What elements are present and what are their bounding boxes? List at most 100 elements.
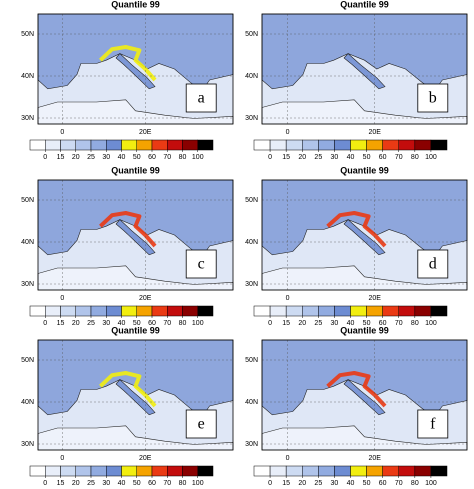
colorbar-box [253,305,271,317]
colorbar-box [253,139,271,151]
colorbar-tick-label: 60 [148,154,156,161]
colorbar-tick-label: 0 [43,480,47,487]
colorbar-box [302,139,319,151]
colorbar-tick-label: 80 [179,320,187,327]
colorbar-tick-label: 60 [379,154,387,161]
colorbar-box [398,139,416,151]
lat-label: 40N [21,399,34,406]
letter-box [417,409,449,439]
alpine-maximum [99,45,157,82]
colorbar-tick-label: 30 [102,154,110,161]
lat-label: 40N [245,239,258,246]
colorbar-box [75,465,92,477]
lat-label: 50N [245,31,258,38]
colorbar-tick-label: 70 [395,320,403,327]
lon-label: 20E [139,295,152,302]
colorbar-box [45,139,61,151]
colorbar-tick-label: 20 [72,320,80,327]
colorbar-box [90,465,107,477]
colorbar-box [167,305,183,317]
colorbar-box [398,465,416,477]
colorbar-box [60,139,76,151]
colorbar-box [60,305,76,317]
colorbar-box [151,465,168,477]
colorbar-tick-label: 100 [425,320,437,327]
letter-box [185,409,217,439]
colorbar-tick-label: 30 [331,154,339,161]
map-panel: Quantile 99 50N 40N 30N 0 20E c 0 15 20 25 30 40 50 60… [21,165,234,327]
letter-box [185,249,217,279]
colorbar-box [253,465,271,477]
alpine-maximum [99,371,157,408]
colorbar-box [430,305,448,317]
land [115,53,156,90]
colorbar-box [302,465,319,477]
colorbar-box [29,465,46,477]
colorbar-tick-label: 20 [72,154,80,161]
colorbar-box [414,139,432,151]
colorbar-box [269,139,287,151]
land [115,379,156,416]
lon-label: 0 [60,455,64,462]
map-panel: Quantile 99 50N 40N 30N 0 20E b 0 15 20 25 30 40 50 60… [245,0,468,161]
panel-letter: d [429,256,437,273]
colorbar-box [151,139,168,151]
colorbar-tick-label: 50 [363,154,371,161]
colorbar-box [136,305,153,317]
colorbar-box [167,139,183,151]
colorbar-tick-label: 70 [163,154,171,161]
colorbar-box [414,465,432,477]
lat-label: 50N [21,31,34,38]
lat-label: 50N [21,197,34,204]
letter-box [185,83,217,113]
colorbar-box [60,465,76,477]
colorbar-box [121,139,137,151]
lon-label: 20E [369,455,382,462]
colorbar-tick-label: 25 [87,320,95,327]
colorbar-tick-label: 40 [347,154,355,161]
colorbar-tick-label: 20 [298,320,306,327]
colorbar-box [382,465,399,477]
colorbar-tick-label: 60 [379,480,387,487]
land [261,13,468,92]
colorbar-tick-label: 15 [282,480,290,487]
colorbar-box [366,305,383,317]
lon-label: 0 [60,129,64,136]
lon-label: 20E [369,295,382,302]
land [343,379,386,416]
colorbar-tick-label: 20 [72,480,80,487]
land [343,53,386,90]
alpine-maximum [326,211,387,248]
colorbar-tick-label: 40 [118,320,126,327]
colorbar-box [197,305,214,317]
colorbar-tick-label: 100 [192,480,204,487]
colorbar-box [75,305,92,317]
lat-label: 40N [245,399,258,406]
colorbar-tick-label: 100 [425,480,437,487]
map-frame [261,179,468,291]
colorbar-tick-label: 20 [298,480,306,487]
lat-label: 40N [21,239,34,246]
colorbar-tick-label: 30 [102,480,110,487]
colorbar-tick-label: 50 [133,480,141,487]
colorbar-tick-label: 15 [57,320,65,327]
colorbar-box [334,305,351,317]
colorbar-tick-label: 100 [425,154,437,161]
map-panel: Quantile 99 50N 40N 30N 0 20E d 0 15 20 25 30 40 50 60… [245,165,468,327]
colorbar-tick-label: 30 [331,480,339,487]
colorbar-box [75,139,92,151]
colorbar-box [90,305,107,317]
colorbar-box [45,305,61,317]
colorbar-box [197,465,214,477]
colorbar-tick-label: 40 [347,320,355,327]
panel-title: Quantile 99 [111,325,160,335]
lat-label: 30N [245,115,258,122]
lon-label: 0 [286,455,290,462]
lon-label: 0 [286,295,290,302]
map-panel: Quantile 99 50N 40N 30N 0 20E a 0 15 20 25 30 40 50 60… [21,0,234,161]
colorbar-tick-label: 80 [179,480,187,487]
alpine-maximum [99,211,157,248]
panel-title: Quantile 99 [111,0,160,9]
panel-letter: b [429,90,437,107]
